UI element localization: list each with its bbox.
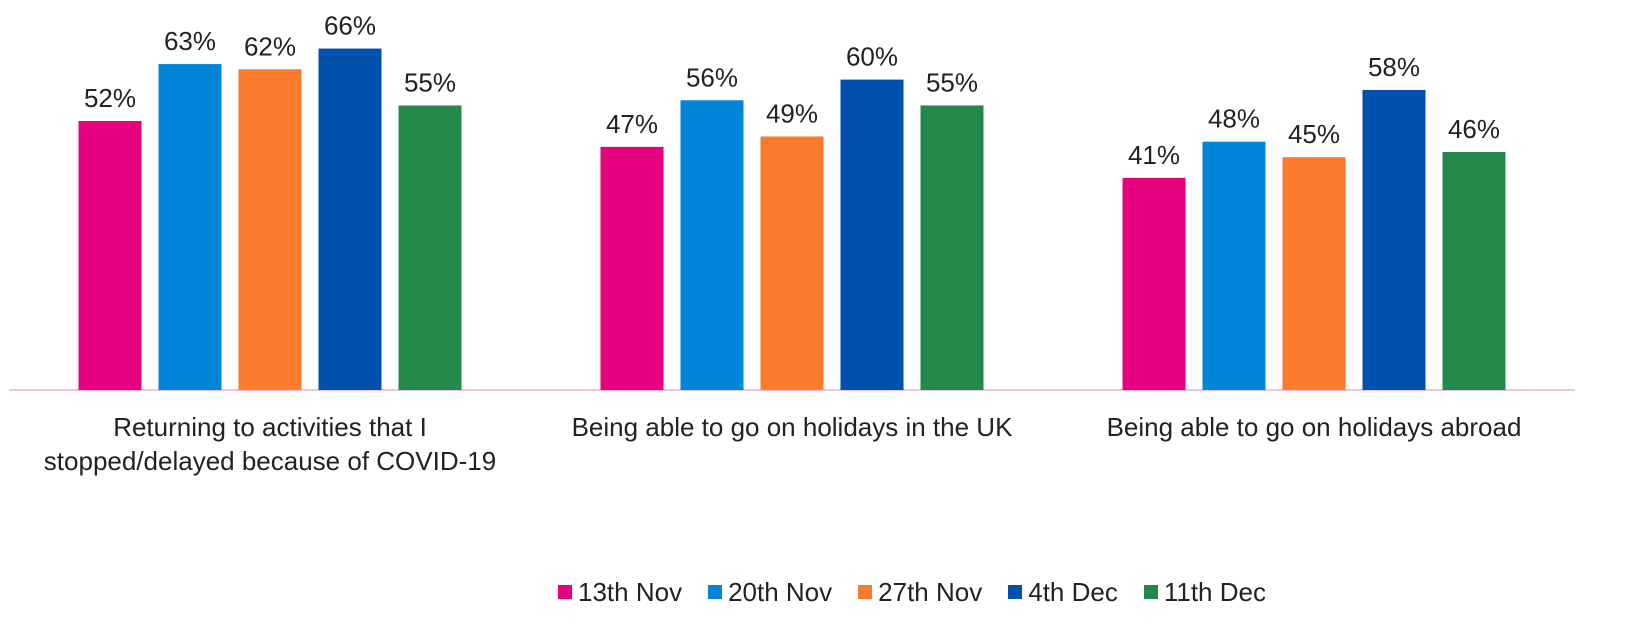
data-label: 66% [324, 11, 376, 41]
bar [680, 100, 744, 390]
legend: 13th Nov 20th Nov 27th Nov 4th Dec 11th Dec [558, 576, 1266, 608]
x-tick-label: Being able to go on holidays in the UK [571, 412, 1013, 442]
data-label: 56% [686, 62, 738, 92]
data-label: 49% [766, 99, 818, 129]
legend-swatch [858, 585, 873, 599]
bar [1282, 157, 1346, 390]
data-label: 55% [926, 67, 978, 97]
legend-item: 11th Dec [1143, 576, 1266, 608]
bar [1122, 177, 1186, 390]
data-label: 52% [84, 83, 136, 113]
legend-swatch [558, 585, 572, 599]
data-label: 47% [606, 109, 658, 139]
data-label: 63% [164, 26, 216, 56]
legend-label: 27th Nov [878, 577, 983, 607]
data-label: 62% [244, 31, 296, 61]
x-tick-label: Returning to activities that I stopped/d… [43, 412, 497, 476]
data-label: 45% [1288, 119, 1340, 149]
bar [1202, 141, 1266, 390]
bar [600, 146, 664, 390]
legend-label: 11th Dec [1163, 577, 1266, 607]
bar [158, 64, 222, 390]
legend-item: 20th Nov [708, 576, 832, 608]
x-tick-label: Being able to go on holidays abroad [1106, 412, 1522, 442]
data-label: 41% [1128, 140, 1180, 170]
data-label: 48% [1208, 104, 1260, 134]
legend-item: 27th Nov [858, 576, 982, 608]
bar [318, 48, 382, 391]
bar [398, 105, 462, 390]
data-label: 58% [1368, 52, 1420, 82]
data-label: 46% [1448, 114, 1500, 144]
legend-item: 13th Nov [558, 576, 682, 608]
bar [1362, 89, 1426, 391]
legend-swatch [1143, 585, 1158, 599]
data-label: 60% [846, 42, 898, 72]
legend-swatch [708, 585, 723, 599]
bar [840, 79, 904, 390]
legend-label: 20th Nov [728, 577, 833, 607]
bar [920, 105, 984, 390]
bar [78, 120, 142, 390]
legend-swatch [1008, 585, 1023, 599]
bar [760, 136, 824, 390]
bar [1442, 152, 1506, 390]
data-label: 55% [404, 67, 456, 97]
legend-label: 4th Dec [1028, 577, 1118, 607]
legend-label: 13th Nov [578, 577, 683, 607]
bar [238, 69, 302, 391]
legend-item: 4th Dec [1008, 576, 1118, 608]
